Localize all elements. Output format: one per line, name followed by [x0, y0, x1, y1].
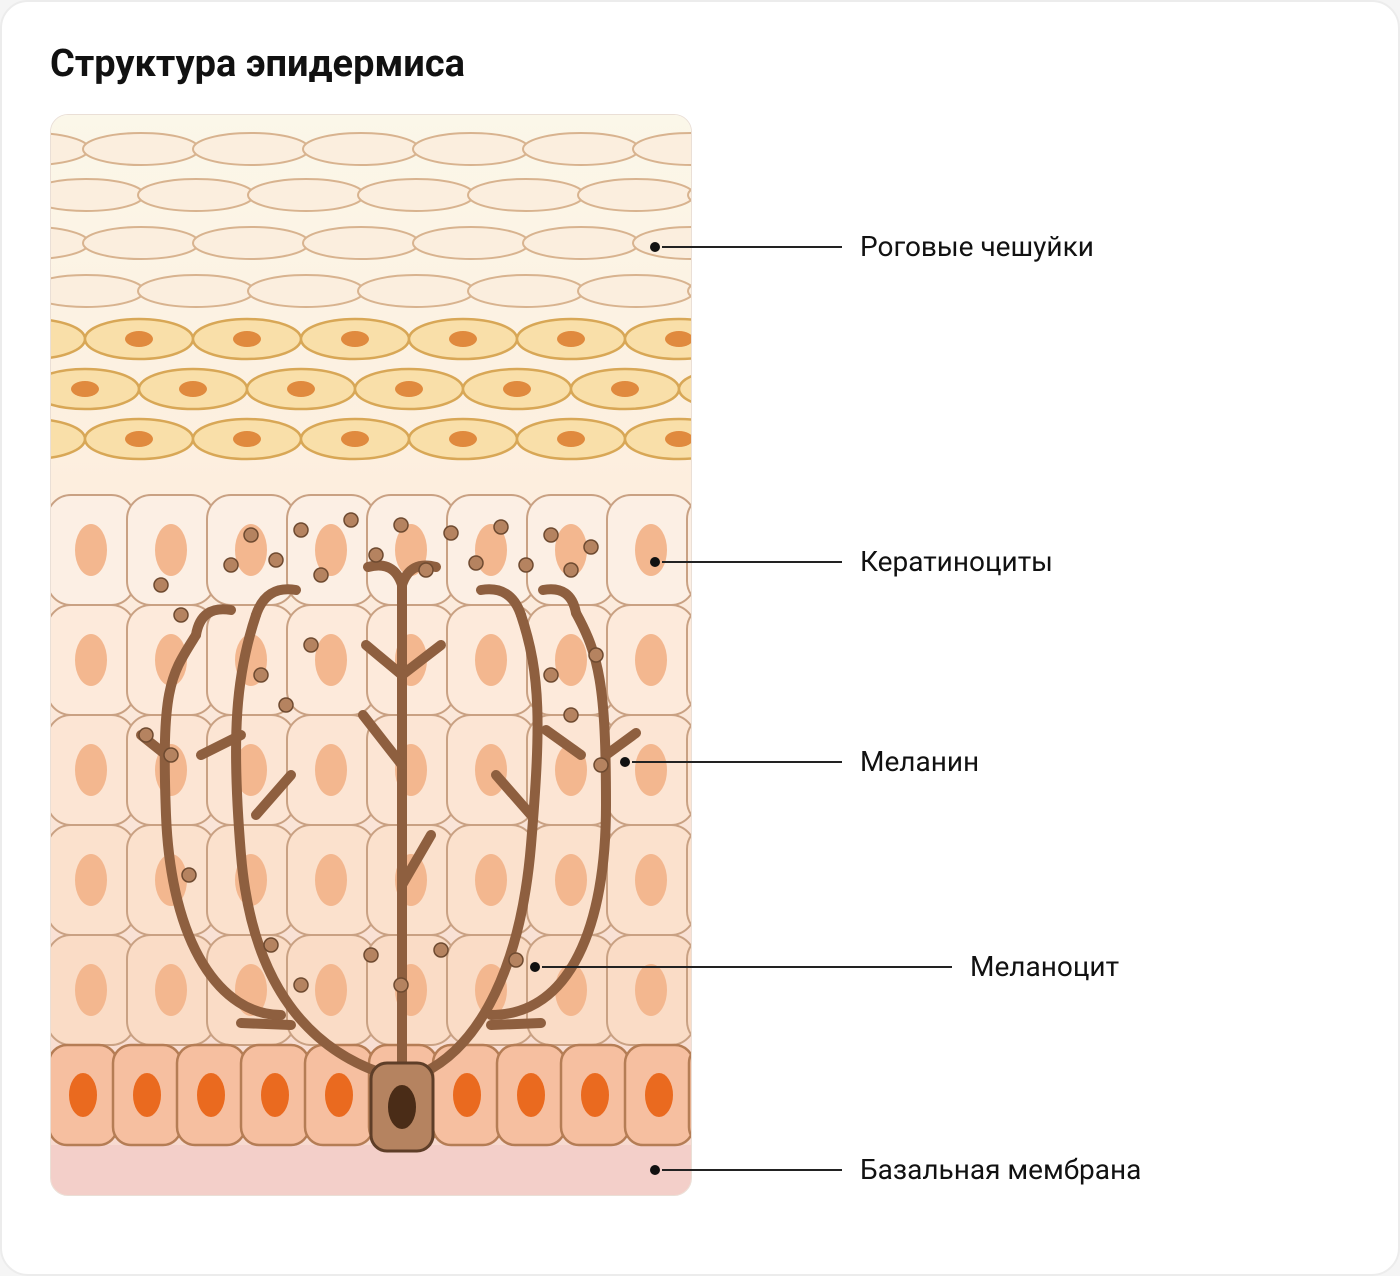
label-corneum: Роговые чешуйки [662, 230, 1094, 263]
label-keratino: Кератиноциты [662, 545, 1053, 578]
label-text: Кератиноциты [860, 545, 1053, 578]
pointer-line [662, 1169, 842, 1171]
diagram-card: Структура эпидермиса Роговые чешуйки Кера… [0, 0, 1400, 1276]
label-text: Базальная мембрана [860, 1153, 1141, 1186]
pointer-line [662, 246, 842, 248]
pointer-line [662, 561, 842, 563]
pointer-line [632, 761, 842, 763]
label-column: Роговые чешуйки Кератиноциты Меланин Мелано… [692, 114, 1350, 1194]
pointer-dot-icon [620, 757, 630, 767]
label-melanin: Меланин [632, 745, 979, 778]
label-text: Меланоцит [970, 950, 1119, 983]
pointer-dot-icon [530, 962, 540, 972]
label-text: Меланин [860, 745, 979, 778]
label-membrane: Базальная мембрана [662, 1153, 1141, 1186]
pointer-dot-icon [650, 242, 660, 252]
label-text: Роговые чешуйки [860, 230, 1094, 263]
label-melanocyte: Меланоцит [542, 950, 1119, 983]
pointer-dot-icon [650, 1165, 660, 1175]
page-title: Структура эпидермиса [50, 42, 1350, 86]
content-row: Роговые чешуйки Кератиноциты Меланин Мелано… [50, 114, 1350, 1196]
pointer-dot-icon [650, 557, 660, 567]
epidermis-diagram [50, 114, 692, 1196]
pointer-line [542, 966, 952, 968]
